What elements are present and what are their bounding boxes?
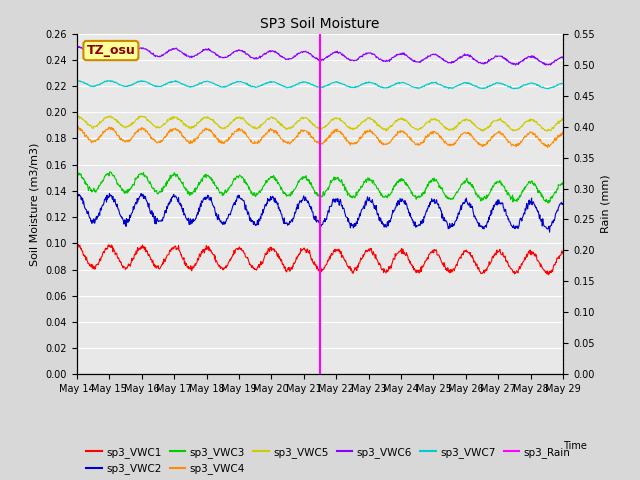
Text: Time: Time bbox=[563, 441, 587, 451]
Legend: sp3_VWC1, sp3_VWC2, sp3_VWC3, sp3_VWC4, sp3_VWC5, sp3_VWC6, sp3_VWC7, sp3_Rain: sp3_VWC1, sp3_VWC2, sp3_VWC3, sp3_VWC4, … bbox=[82, 443, 575, 478]
Y-axis label: Rain (mm): Rain (mm) bbox=[600, 175, 610, 233]
Text: TZ_osu: TZ_osu bbox=[86, 44, 135, 57]
Y-axis label: Soil Moisture (m3/m3): Soil Moisture (m3/m3) bbox=[30, 142, 40, 266]
Title: SP3 Soil Moisture: SP3 Soil Moisture bbox=[260, 17, 380, 31]
